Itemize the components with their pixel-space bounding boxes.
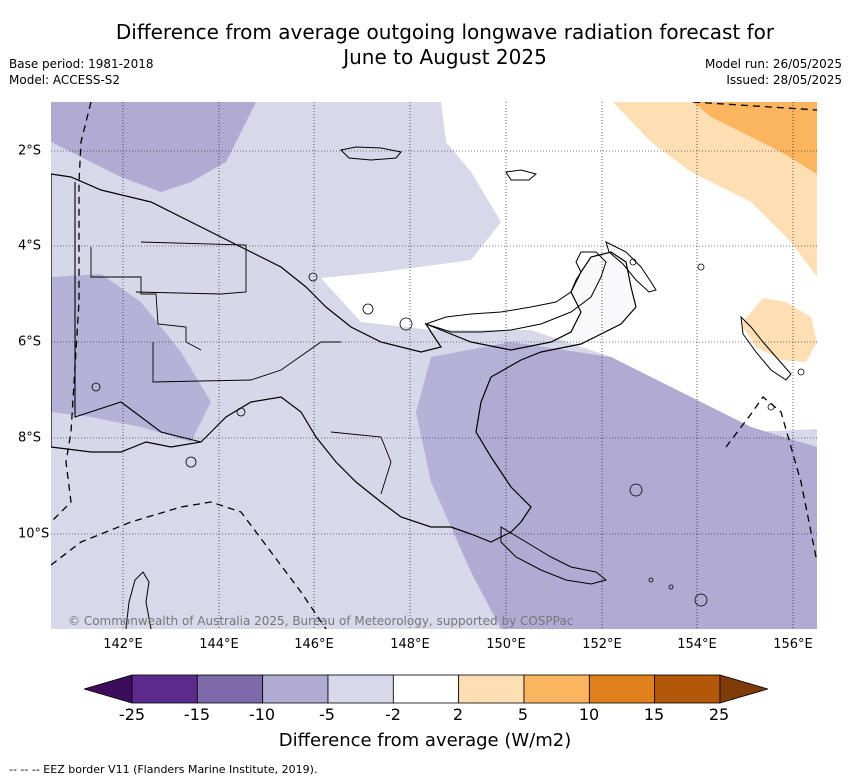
colorbar-label: -5 <box>319 705 335 724</box>
colorbar-label: 5 <box>517 705 529 724</box>
colorbar-swatch <box>654 674 721 704</box>
lon-tick-144: 144°E <box>199 637 239 652</box>
anomaly-region-light-positive-east <box>741 298 817 362</box>
colorbar-swatch <box>392 674 460 704</box>
colorbar <box>82 674 770 704</box>
colorbar-label: -2 <box>385 705 401 724</box>
international-border <box>74 182 202 443</box>
colorbar-over-arrow <box>719 674 770 704</box>
anomaly-region-light-positive-ne <box>613 102 817 277</box>
map-svg <box>51 102 817 629</box>
colorbar-label: 10 <box>578 705 600 724</box>
base-period: Base period: 1981-2018 <box>9 57 154 71</box>
lon-tick-156: 156°E <box>773 637 813 652</box>
lat-tick-2s: 2°S <box>18 143 42 159</box>
colorbar-swatch <box>523 674 590 704</box>
lon-tick-142: 142°E <box>103 637 143 652</box>
issued-date: Issued: 28/05/2025 <box>726 73 842 87</box>
lat-tick-8s: 8°S <box>18 430 42 446</box>
lon-tick-150: 150°E <box>486 637 526 652</box>
eez-footnote: -- -- -- EEZ border V11 (Flanders Marine… <box>9 763 318 776</box>
colorbar-label: 25 <box>708 705 730 724</box>
province-borders-2 <box>135 241 247 295</box>
province-borders-4 <box>330 431 392 495</box>
north-island <box>505 169 538 181</box>
colorbar-label: -10 <box>248 705 276 724</box>
cape-york-coast <box>125 571 152 629</box>
colorbar-swatch <box>458 674 525 704</box>
copyright-text: © Commonwealth of Australia 2025, Bureau… <box>68 614 574 628</box>
province-borders <box>90 247 202 351</box>
eez-borders <box>51 102 817 629</box>
small-islands <box>91 258 805 607</box>
anomaly-region-mid-negative-west <box>51 274 211 442</box>
colorbar-label: 2 <box>452 705 464 724</box>
lat-tick-6s: 6°S <box>18 334 42 350</box>
graticule <box>51 102 817 629</box>
map-area <box>51 102 817 629</box>
anomaly-region-mid-negative-nw <box>51 102 256 192</box>
colorbar-label: -25 <box>118 705 146 724</box>
colorbar-swatch <box>131 674 198 704</box>
meta-left: Base period: 1981-2018 Model: ACCESS-S2 <box>9 56 154 88</box>
colorbar-svg <box>82 674 770 704</box>
manus-island <box>339 146 402 161</box>
colorbar-swatch <box>327 674 394 704</box>
model-name: Model: ACCESS-S2 <box>9 73 121 87</box>
lon-tick-154: 154°E <box>677 637 717 652</box>
new-britain-island <box>424 251 607 333</box>
lat-tick-4s: 4°S <box>18 238 42 254</box>
lon-tick-148: 148°E <box>390 637 430 652</box>
lat-tick-10s: 10°S <box>18 526 50 542</box>
anomaly-region-near-zero <box>201 102 817 432</box>
title-line-1: Difference from average outgoing longwav… <box>115 20 775 44</box>
colorbar-swatch <box>196 674 264 704</box>
anomaly-region-mid-positive-ne <box>693 102 817 174</box>
lon-tick-152: 152°E <box>582 637 622 652</box>
new-ireland-island <box>605 241 657 293</box>
meta-right: Model run: 26/05/2025 Issued: 28/05/2025 <box>705 56 842 88</box>
colorbar-label: -15 <box>183 705 211 724</box>
colorbar-title: Difference from average (W/m2) <box>278 730 572 751</box>
colorbar-swatch <box>262 674 329 704</box>
map-title: Difference from average outgoing longwav… <box>60 20 830 70</box>
lon-tick-146: 146°E <box>294 637 334 652</box>
model-run: Model run: 26/05/2025 <box>704 57 842 71</box>
colorbar-label: 15 <box>643 705 665 724</box>
colorbar-under-arrow <box>82 674 133 704</box>
title-line-2: June to August 2025 <box>343 45 547 69</box>
papuan-peninsula <box>500 526 608 585</box>
bougainville-island <box>740 315 792 381</box>
colorbar-swatch <box>588 674 656 704</box>
